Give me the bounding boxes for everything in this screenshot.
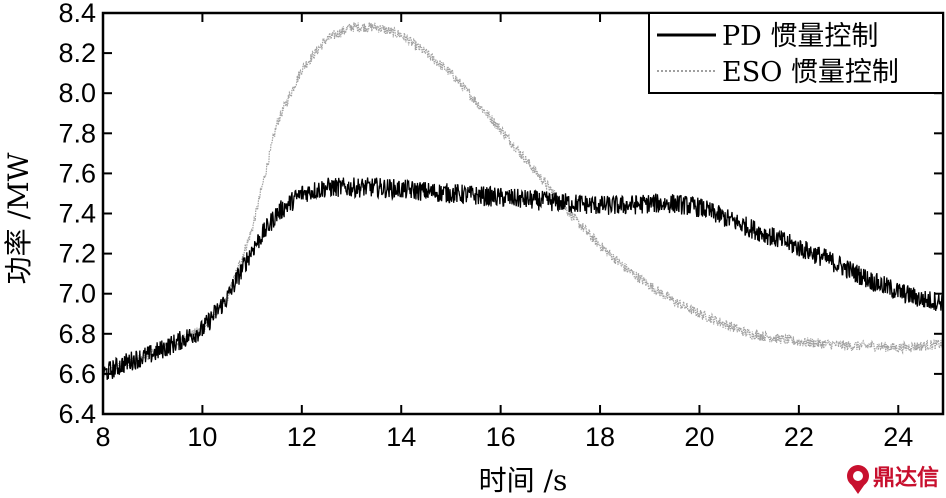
x-tick-label: 10 (187, 422, 217, 452)
y-tick-label: 7.2 (58, 239, 96, 269)
y-tick-label: 6.8 (58, 319, 96, 349)
y-tick-label: 7.0 (58, 279, 96, 309)
x-tick-label: 16 (486, 422, 516, 452)
series-layer (102, 21, 944, 380)
series-line-pd (102, 177, 944, 380)
series-line-eso (102, 21, 944, 376)
watermark-text: 鼎达信 (873, 465, 939, 491)
x-tick-label: 22 (784, 422, 814, 452)
y-tick-label: 8.0 (58, 78, 96, 108)
y-tick-label: 7.4 (58, 199, 96, 229)
x-tick-label: 8 (95, 422, 110, 452)
watermark: 鼎达信 (847, 465, 939, 494)
y-tick-label: 7.8 (58, 118, 96, 148)
pin-logo-icon (847, 465, 869, 494)
legend-box (648, 12, 944, 94)
legend: PD 惯量控制 ESO 惯量控制 (648, 12, 944, 94)
x-tick-label: 18 (585, 422, 615, 452)
x-tick-label: 14 (386, 422, 416, 452)
y-tick-label: 8.2 (58, 38, 96, 68)
x-axis-title: 时间 /s (479, 464, 568, 497)
tick-layer: 8 10 12 14 16 18 20 22 24 6.4 6.6 6.8 7.0 7.2 7.4 7.6 7.… (58, 0, 943, 452)
legend-label-pd: PD 惯量控制 (722, 21, 878, 52)
x-tick-label: 20 (684, 422, 714, 452)
y-tick-label: 6.6 (58, 359, 96, 389)
y-axis-title: 功率 /MW (2, 152, 35, 284)
y-tick-label: 6.4 (58, 399, 96, 429)
y-tick-label: 7.6 (58, 158, 96, 188)
legend-label-eso: ESO 惯量控制 (722, 57, 899, 88)
y-tick-label: 8.4 (58, 0, 96, 28)
x-tick-label: 12 (287, 422, 317, 452)
x-tick-label: 24 (883, 422, 913, 452)
